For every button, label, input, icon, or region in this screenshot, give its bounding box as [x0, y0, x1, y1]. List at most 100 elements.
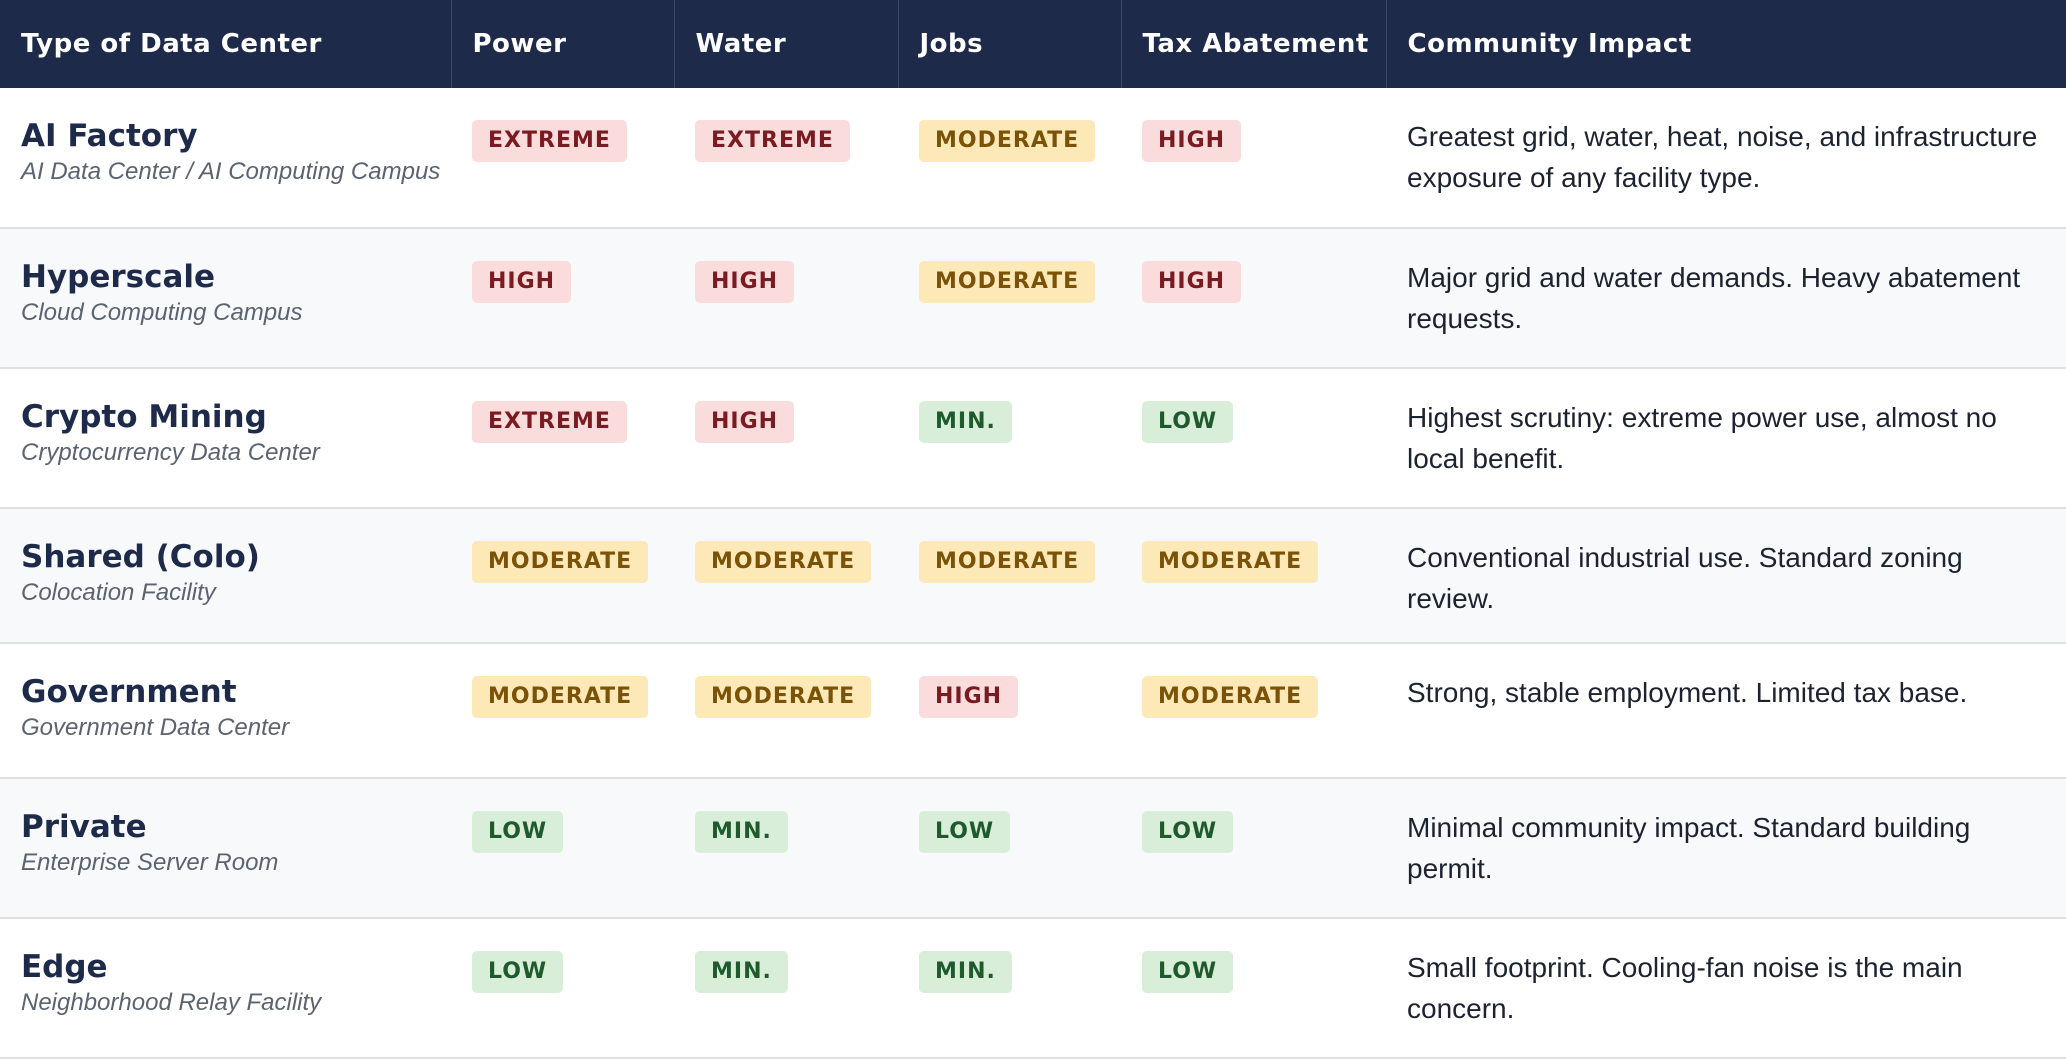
water-cell: EXTREME	[674, 88, 898, 228]
jobs-level-badge: LOW	[919, 811, 1011, 853]
table-row: Hyperscale Cloud Computing Campus HIGH HIGH…	[0, 228, 2066, 368]
power-level-badge: EXTREME	[472, 120, 627, 162]
header-row: Type of Data Center Power Water Jobs Tax…	[0, 0, 2066, 88]
tax-cell: LOW	[1121, 918, 1386, 1058]
type-subtitle: Cryptocurrency Data Center	[21, 439, 320, 466]
community-impact-cell: Conventional industrial use. Standard zo…	[1407, 542, 1963, 614]
header-power: Power	[451, 0, 675, 88]
community-impact-cell: Small footprint. Cooling-fan noise is th…	[1407, 952, 1963, 1024]
jobs-cell: HIGH	[898, 643, 1121, 778]
water-level-badge: HIGH	[695, 261, 795, 303]
table-row: Private Enterprise Server Room LOW MIN. LOW L…	[0, 778, 2066, 918]
table-row: Shared (Colo) Colocation Facility MODERATE…	[0, 508, 2066, 643]
water-cell: MODERATE	[674, 643, 898, 778]
header-tax-abatement: Tax Abatement	[1121, 0, 1387, 88]
power-cell: EXTREME	[451, 368, 674, 508]
water-cell: MIN.	[674, 778, 898, 918]
power-level-badge: HIGH	[472, 261, 572, 303]
table-row: Edge Neighborhood Relay Facility LOW MIN. MI…	[0, 918, 2066, 1058]
tax-level-badge: HIGH	[1142, 261, 1242, 303]
type-cell: Hyperscale Cloud Computing Campus	[0, 228, 451, 368]
jobs-cell: MIN.	[898, 918, 1121, 1058]
table-row: Crypto Mining Cryptocurrency Data Center E…	[0, 368, 2066, 508]
community-impact-cell: Highest scrutiny: extreme power use, alm…	[1407, 402, 1997, 474]
type-name: AI Factory	[21, 118, 198, 154]
community-impact-cell: Strong, stable employment. Limited tax b…	[1407, 677, 1968, 708]
community-impact-cell: Major grid and water demands. Heavy abat…	[1407, 262, 2021, 334]
tax-cell: MODERATE	[1121, 643, 1386, 778]
water-cell: HIGH	[674, 228, 898, 368]
jobs-level-badge: MODERATE	[919, 261, 1096, 303]
jobs-level-badge: HIGH	[919, 676, 1019, 718]
type-name: Crypto Mining	[21, 399, 267, 435]
type-subtitle: Colocation Facility	[21, 579, 216, 606]
type-cell: AI Factory AI Data Center / AI Computing …	[0, 88, 451, 228]
jobs-cell: MIN.	[898, 368, 1121, 508]
water-cell: MODERATE	[674, 508, 898, 643]
tax-cell: LOW	[1121, 778, 1386, 918]
type-name: Hyperscale	[21, 259, 216, 295]
jobs-cell: MODERATE	[898, 88, 1121, 228]
header-water: Water	[674, 0, 899, 88]
water-level-badge: MODERATE	[695, 541, 872, 583]
type-cell: Edge Neighborhood Relay Facility	[0, 918, 451, 1058]
tax-level-badge: MODERATE	[1142, 541, 1319, 583]
power-cell: HIGH	[451, 228, 674, 368]
power-level-badge: MODERATE	[472, 541, 649, 583]
jobs-cell: LOW	[898, 778, 1121, 918]
type-name: Shared (Colo)	[21, 539, 260, 575]
header-jobs: Jobs	[898, 0, 1122, 88]
water-cell: HIGH	[674, 368, 898, 508]
tax-cell: HIGH	[1121, 228, 1386, 368]
type-subtitle: AI Data Center / AI Computing Campus	[21, 158, 441, 185]
type-cell: Crypto Mining Cryptocurrency Data Center	[0, 368, 451, 508]
type-subtitle: Neighborhood Relay Facility	[21, 989, 322, 1016]
power-cell: LOW	[451, 778, 674, 918]
jobs-cell: MODERATE	[898, 228, 1121, 368]
tax-level-badge: LOW	[1142, 811, 1234, 853]
water-level-badge: MODERATE	[695, 676, 872, 718]
power-cell: LOW	[451, 918, 674, 1058]
jobs-level-badge: MIN.	[919, 401, 1012, 443]
power-level-badge: LOW	[472, 951, 564, 993]
tax-cell: LOW	[1121, 368, 1386, 508]
header-community-impact: Community Impact	[1386, 0, 2066, 88]
type-subtitle: Government Data Center	[21, 714, 290, 741]
water-level-badge: MIN.	[695, 951, 788, 993]
table-row: AI Factory AI Data Center / AI Computing …	[0, 88, 2066, 228]
power-level-badge: LOW	[472, 811, 564, 853]
table-header: Type of Data Center Power Water Jobs Tax…	[0, 0, 2066, 88]
tax-level-badge: HIGH	[1142, 120, 1242, 162]
type-name: Government	[21, 674, 237, 710]
jobs-level-badge: MODERATE	[919, 541, 1096, 583]
type-subtitle: Enterprise Server Room	[21, 849, 279, 876]
jobs-level-badge: MIN.	[919, 951, 1012, 993]
power-cell: EXTREME	[451, 88, 674, 228]
water-level-badge: MIN.	[695, 811, 788, 853]
type-subtitle: Cloud Computing Campus	[21, 299, 303, 326]
tax-cell: HIGH	[1121, 88, 1386, 228]
power-level-badge: MODERATE	[472, 676, 649, 718]
tax-level-badge: LOW	[1142, 401, 1234, 443]
type-cell: Private Enterprise Server Room	[0, 778, 451, 918]
type-name: Edge	[21, 949, 108, 985]
tax-cell: MODERATE	[1121, 508, 1386, 643]
table-row: Government Government Data Center MODERATE…	[0, 643, 2066, 778]
power-cell: MODERATE	[451, 643, 674, 778]
water-level-badge: EXTREME	[695, 120, 850, 162]
tax-level-badge: MODERATE	[1142, 676, 1319, 718]
community-impact-cell: Greatest grid, water, heat, noise, and i…	[1407, 121, 2038, 193]
jobs-cell: MODERATE	[898, 508, 1121, 643]
water-level-badge: HIGH	[695, 401, 795, 443]
power-level-badge: EXTREME	[472, 401, 627, 443]
jobs-level-badge: MODERATE	[919, 120, 1096, 162]
tax-level-badge: LOW	[1142, 951, 1234, 993]
type-cell: Government Government Data Center	[0, 643, 451, 778]
type-name: Private	[21, 809, 147, 845]
table-body: AI Factory AI Data Center / AI Computing …	[0, 88, 2066, 1058]
power-cell: MODERATE	[451, 508, 674, 643]
water-cell: MIN.	[674, 918, 898, 1058]
header-type: Type of Data Center	[0, 0, 452, 88]
community-impact-cell: Minimal community impact. Standard build…	[1407, 812, 1971, 884]
